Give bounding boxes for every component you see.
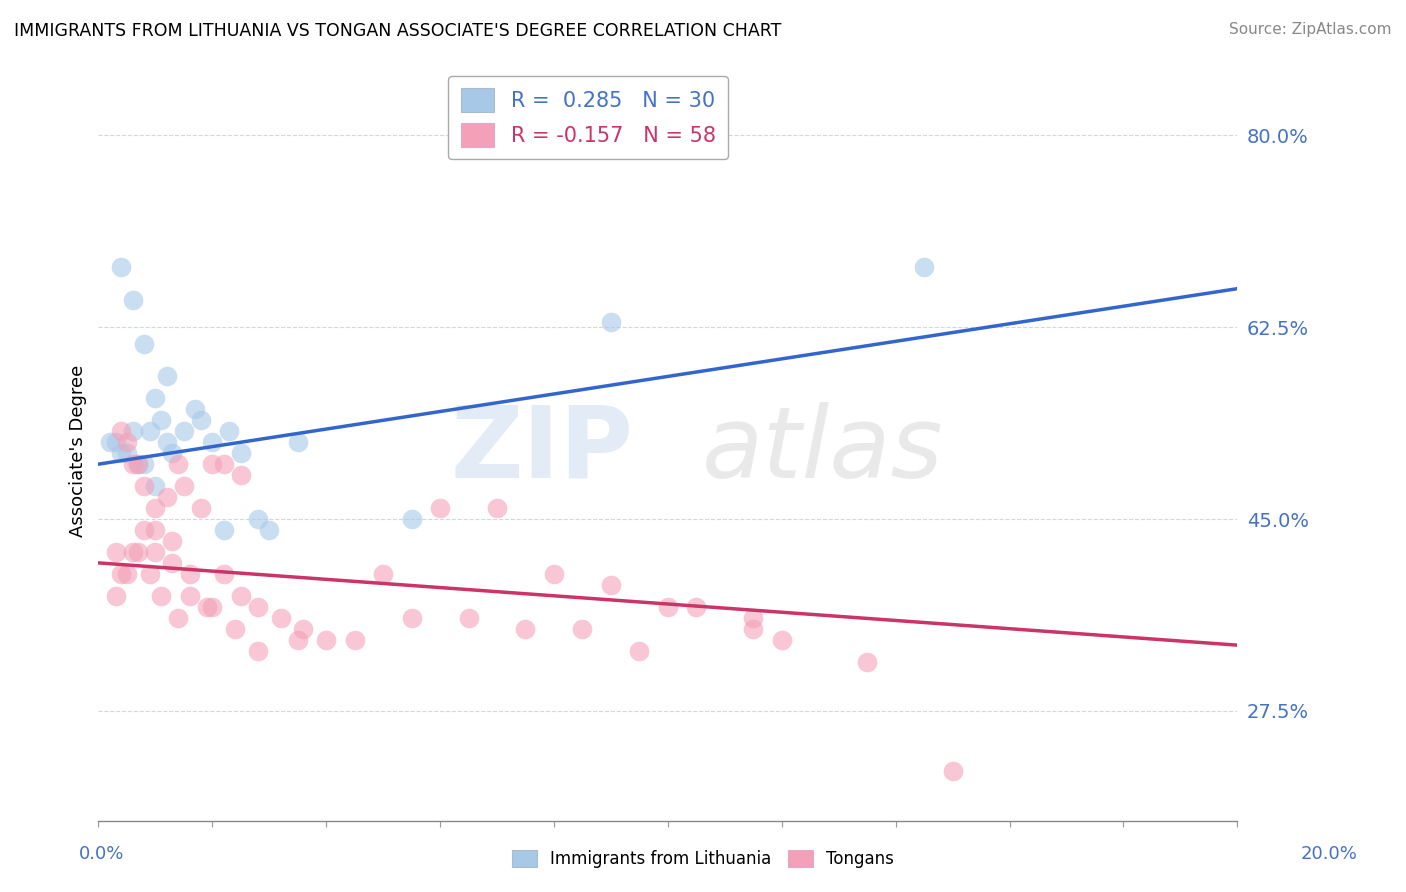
Point — [145, 479, 167, 493]
Point — [127, 457, 149, 471]
Point — [259, 523, 281, 537]
Point — [150, 589, 173, 603]
Point — [742, 611, 765, 625]
Point — [190, 413, 212, 427]
Point — [121, 293, 143, 307]
Point — [110, 446, 132, 460]
Point — [110, 260, 132, 274]
Point — [132, 457, 155, 471]
Point — [942, 764, 965, 779]
Point — [110, 424, 132, 438]
Point — [98, 435, 121, 450]
Point — [229, 468, 252, 483]
Point — [115, 435, 138, 450]
Point — [292, 622, 315, 636]
Text: 20.0%: 20.0% — [1301, 846, 1357, 863]
Point — [218, 424, 240, 438]
Point — [246, 512, 269, 526]
Point — [190, 501, 212, 516]
Point — [195, 599, 218, 614]
Point — [246, 599, 269, 614]
Point — [543, 566, 565, 581]
Point — [115, 446, 138, 460]
Y-axis label: Associate's Degree: Associate's Degree — [69, 364, 87, 537]
Point — [162, 533, 184, 548]
Point — [115, 566, 138, 581]
Point — [167, 457, 190, 471]
Point — [145, 545, 167, 559]
Point — [515, 622, 537, 636]
Point — [184, 402, 207, 417]
Point — [127, 457, 149, 471]
Point — [121, 424, 143, 438]
Point — [150, 413, 173, 427]
Point — [571, 622, 593, 636]
Point — [401, 611, 423, 625]
Point — [162, 446, 184, 460]
Legend: Immigrants from Lithuania, Tongans: Immigrants from Lithuania, Tongans — [505, 843, 901, 875]
Point — [167, 611, 190, 625]
Point — [270, 611, 292, 625]
Point — [224, 622, 246, 636]
Point — [156, 435, 179, 450]
Point — [132, 523, 155, 537]
Point — [486, 501, 509, 516]
Text: ZIP: ZIP — [451, 402, 634, 499]
Point — [132, 479, 155, 493]
Point — [162, 556, 184, 570]
Point — [104, 545, 127, 559]
Point — [912, 260, 935, 274]
Point — [145, 392, 167, 406]
Point — [127, 545, 149, 559]
Text: 0.0%: 0.0% — [79, 846, 124, 863]
Point — [145, 523, 167, 537]
Point — [229, 446, 252, 460]
Point — [104, 435, 127, 450]
Point — [179, 589, 201, 603]
Point — [657, 599, 679, 614]
Point — [600, 315, 623, 329]
Point — [429, 501, 451, 516]
Point — [770, 632, 793, 647]
Point — [287, 632, 309, 647]
Point — [145, 501, 167, 516]
Text: Source: ZipAtlas.com: Source: ZipAtlas.com — [1229, 22, 1392, 37]
Point — [104, 589, 127, 603]
Point — [315, 632, 337, 647]
Legend: R =  0.285   N = 30, R = -0.157   N = 58: R = 0.285 N = 30, R = -0.157 N = 58 — [449, 76, 728, 160]
Point — [121, 545, 143, 559]
Point — [246, 643, 269, 657]
Point — [138, 566, 160, 581]
Point — [156, 490, 179, 504]
Point — [179, 566, 201, 581]
Point — [121, 457, 143, 471]
Point — [212, 566, 235, 581]
Point — [173, 424, 195, 438]
Point — [110, 566, 132, 581]
Point — [132, 336, 155, 351]
Point — [201, 599, 224, 614]
Point — [401, 512, 423, 526]
Point — [201, 457, 224, 471]
Point — [156, 369, 179, 384]
Point — [138, 424, 160, 438]
Point — [371, 566, 394, 581]
Point — [212, 457, 235, 471]
Point — [856, 655, 879, 669]
Point — [229, 589, 252, 603]
Point — [343, 632, 366, 647]
Point — [201, 435, 224, 450]
Point — [742, 622, 765, 636]
Point — [628, 643, 651, 657]
Point — [287, 435, 309, 450]
Point — [457, 611, 479, 625]
Text: IMMIGRANTS FROM LITHUANIA VS TONGAN ASSOCIATE'S DEGREE CORRELATION CHART: IMMIGRANTS FROM LITHUANIA VS TONGAN ASSO… — [14, 22, 782, 40]
Point — [212, 523, 235, 537]
Point — [173, 479, 195, 493]
Text: atlas: atlas — [702, 402, 943, 499]
Point — [600, 578, 623, 592]
Point — [685, 599, 707, 614]
